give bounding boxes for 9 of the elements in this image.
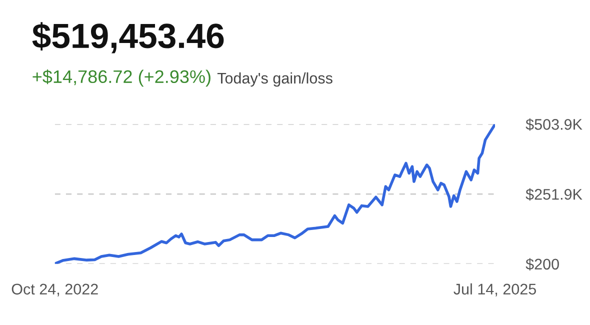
text: Today's gain/loss xyxy=(217,72,332,87)
x-tick-label: Jul 14, 2025 xyxy=(454,283,536,296)
y-tick-label: $251.9K xyxy=(526,188,582,201)
chart-title: $519,453.46 xyxy=(32,22,224,54)
y-tick-label: $503.9K xyxy=(526,118,582,131)
y-tick-label: $200 xyxy=(526,258,559,270)
x-tick-label: Oct 24, 2022 xyxy=(12,284,98,296)
line-series xyxy=(54,124,496,264)
chart-subtitle: +$14,786.72 (+2.93%) xyxy=(32,70,210,87)
